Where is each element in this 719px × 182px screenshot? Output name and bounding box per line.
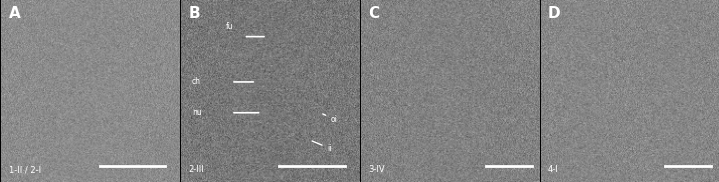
Text: ch: ch — [192, 77, 201, 86]
Text: B: B — [188, 6, 200, 21]
Text: C: C — [368, 6, 379, 21]
Text: fu: fu — [226, 22, 234, 31]
Text: ii: ii — [312, 141, 332, 153]
Text: 2-III: 2-III — [188, 165, 204, 174]
Text: oi: oi — [323, 114, 338, 124]
Text: nu: nu — [192, 108, 201, 117]
Text: 4-I: 4-I — [548, 165, 559, 174]
Text: 3-IV: 3-IV — [368, 165, 385, 174]
Text: D: D — [548, 6, 560, 21]
Text: 1-II / 2-I: 1-II / 2-I — [9, 165, 41, 174]
Text: A: A — [9, 6, 20, 21]
